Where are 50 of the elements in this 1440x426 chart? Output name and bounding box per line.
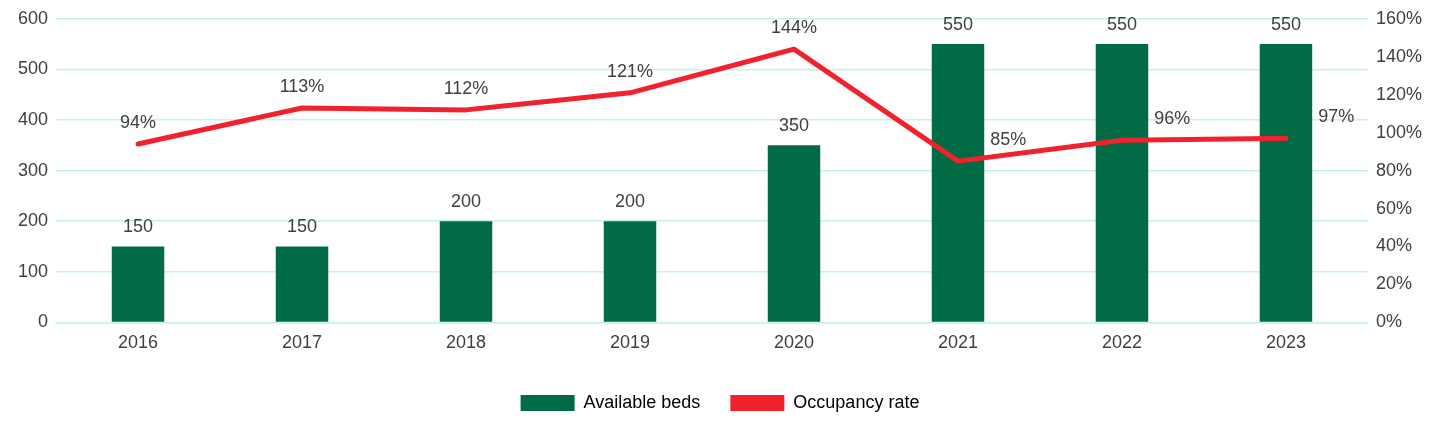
x-tick-label: 2022 [1101, 332, 1142, 353]
data-label: 94% [120, 112, 157, 132]
x-tick-label: 2021 [937, 332, 979, 353]
x-tick-label: 2019 [609, 332, 651, 353]
bar [767, 145, 821, 322]
data-label: 144% [770, 17, 818, 38]
x-tick-label: 2020 [773, 332, 815, 353]
x-tick-label: 2018 [445, 332, 487, 353]
x-tick-label: 2016 [118, 332, 159, 353]
y2-tick-label: 0% [1375, 311, 1402, 332]
data-label: 150 [287, 216, 318, 237]
data-label: 97% [1318, 106, 1355, 127]
y2-tick-label: 120% [1375, 83, 1423, 104]
y2-tick-label: 160% [1375, 7, 1423, 28]
y-tick-label: 300 [17, 159, 49, 180]
bar [603, 221, 657, 322]
data-label: 113% [279, 75, 325, 96]
legend-label: Occupancy rate [793, 391, 920, 412]
y-tick-label: 100 [17, 260, 49, 281]
data-label: 112% [443, 77, 489, 98]
y2-tick-label: 100% [1375, 121, 1423, 142]
y-tick-label: 200 [17, 210, 49, 231]
bar [111, 246, 165, 322]
x-tick-label: 2023 [1265, 332, 1306, 353]
y-tick-label: 400 [17, 108, 49, 129]
data-label: 350 [778, 115, 810, 136]
bar [1095, 44, 1149, 322]
y2-tick-label: 80% [1375, 159, 1412, 180]
bar [275, 246, 329, 322]
bar [439, 221, 493, 322]
y-tick-label: 0 [38, 311, 49, 332]
x-tick-label: 2017 [282, 332, 323, 353]
legend-label: Available beds [583, 391, 701, 412]
data-label: 200 [614, 191, 646, 212]
data-label: 85% [990, 129, 1027, 150]
y-tick-label: 600 [17, 7, 49, 28]
data-label: 121% [606, 60, 654, 81]
data-label: 200 [450, 191, 482, 212]
y2-tick-label: 40% [1375, 235, 1412, 256]
data-label: 550 [942, 14, 974, 35]
data-label: 96% [1154, 108, 1191, 129]
bar [931, 44, 985, 322]
data-label: 150 [123, 216, 154, 237]
bar [1259, 44, 1313, 322]
y2-tick-label: 140% [1375, 45, 1423, 66]
y2-tick-label: 60% [1375, 197, 1412, 218]
y-tick-label: 500 [17, 58, 49, 79]
data-label: 550 [1270, 14, 1301, 35]
y2-tick-label: 20% [1375, 273, 1412, 294]
data-label: 550 [1106, 14, 1137, 35]
